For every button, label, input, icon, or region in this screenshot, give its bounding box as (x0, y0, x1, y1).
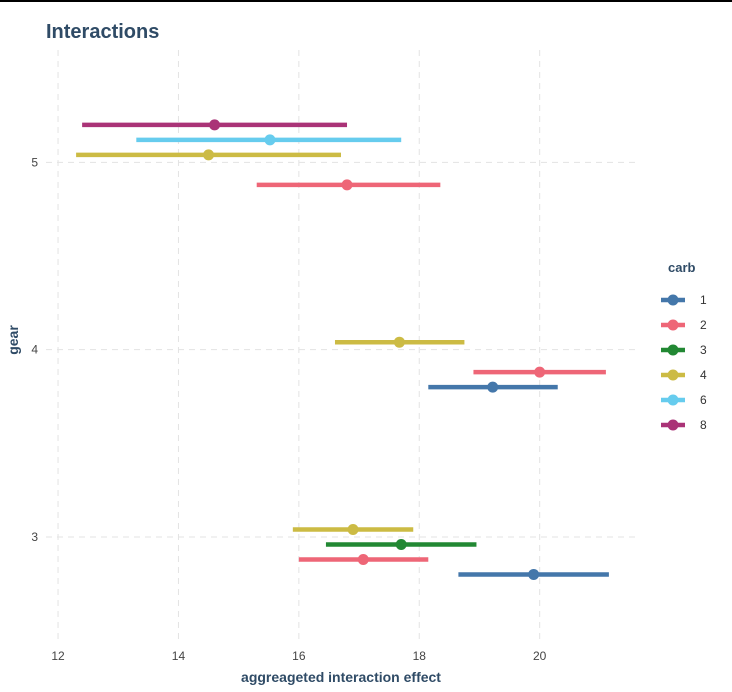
legend-dot-3 (667, 344, 679, 356)
point-carb-1-gear-4 (487, 381, 499, 393)
x-tick-label-18: 18 (413, 649, 427, 663)
point-carb-2-gear-5 (341, 179, 353, 191)
y-tick-label-4: 4 (31, 343, 38, 357)
point-carb-4-gear-4 (393, 336, 405, 348)
y-axis-ticks: 3 4 5 (31, 155, 38, 544)
point-carb-2-gear-4 (534, 366, 546, 378)
data-layer (76, 119, 609, 580)
point-carb-3-gear-3 (395, 538, 407, 550)
legend-label-2: 2 (700, 318, 707, 332)
point-carb-1-gear-3 (528, 568, 540, 580)
point-carb-6-gear-5 (264, 134, 276, 146)
legend-dot-2 (667, 319, 679, 331)
top-border (0, 0, 732, 2)
legend-label-3: 3 (700, 343, 707, 357)
legend-label-1: 1 (700, 293, 707, 307)
legend-label-8: 8 (700, 418, 707, 432)
legend-label-4: 4 (700, 368, 707, 382)
y-tick-label-5: 5 (31, 155, 38, 169)
point-carb-4-gear-3 (347, 523, 359, 535)
x-tick-label-14: 14 (172, 649, 186, 663)
y-tick-label-3: 3 (31, 530, 38, 544)
legend-dot-4 (667, 369, 679, 381)
legend-dot-8 (667, 419, 679, 431)
point-carb-2-gear-3 (357, 553, 369, 565)
legend-dot-6 (667, 394, 679, 406)
y-axis-title: gear (5, 325, 21, 355)
point-carb-8-gear-5 (209, 119, 221, 131)
x-tick-label-16: 16 (292, 649, 306, 663)
legend: carb 1 2 3 4 6 8 (661, 260, 707, 432)
x-tick-label-12: 12 (51, 649, 65, 663)
x-axis-title: aggreageted interaction effect (241, 669, 441, 685)
legend-label-6: 6 (700, 393, 707, 407)
x-axis-ticks: 12 14 16 18 20 (51, 649, 546, 663)
legend-items: 1 2 3 4 6 8 (661, 293, 707, 432)
point-carb-4-gear-5 (203, 149, 215, 161)
legend-dot-1 (667, 294, 679, 306)
legend-title: carb (668, 260, 696, 275)
chart-title: Interactions (46, 21, 159, 43)
x-tick-label-20: 20 (533, 649, 547, 663)
